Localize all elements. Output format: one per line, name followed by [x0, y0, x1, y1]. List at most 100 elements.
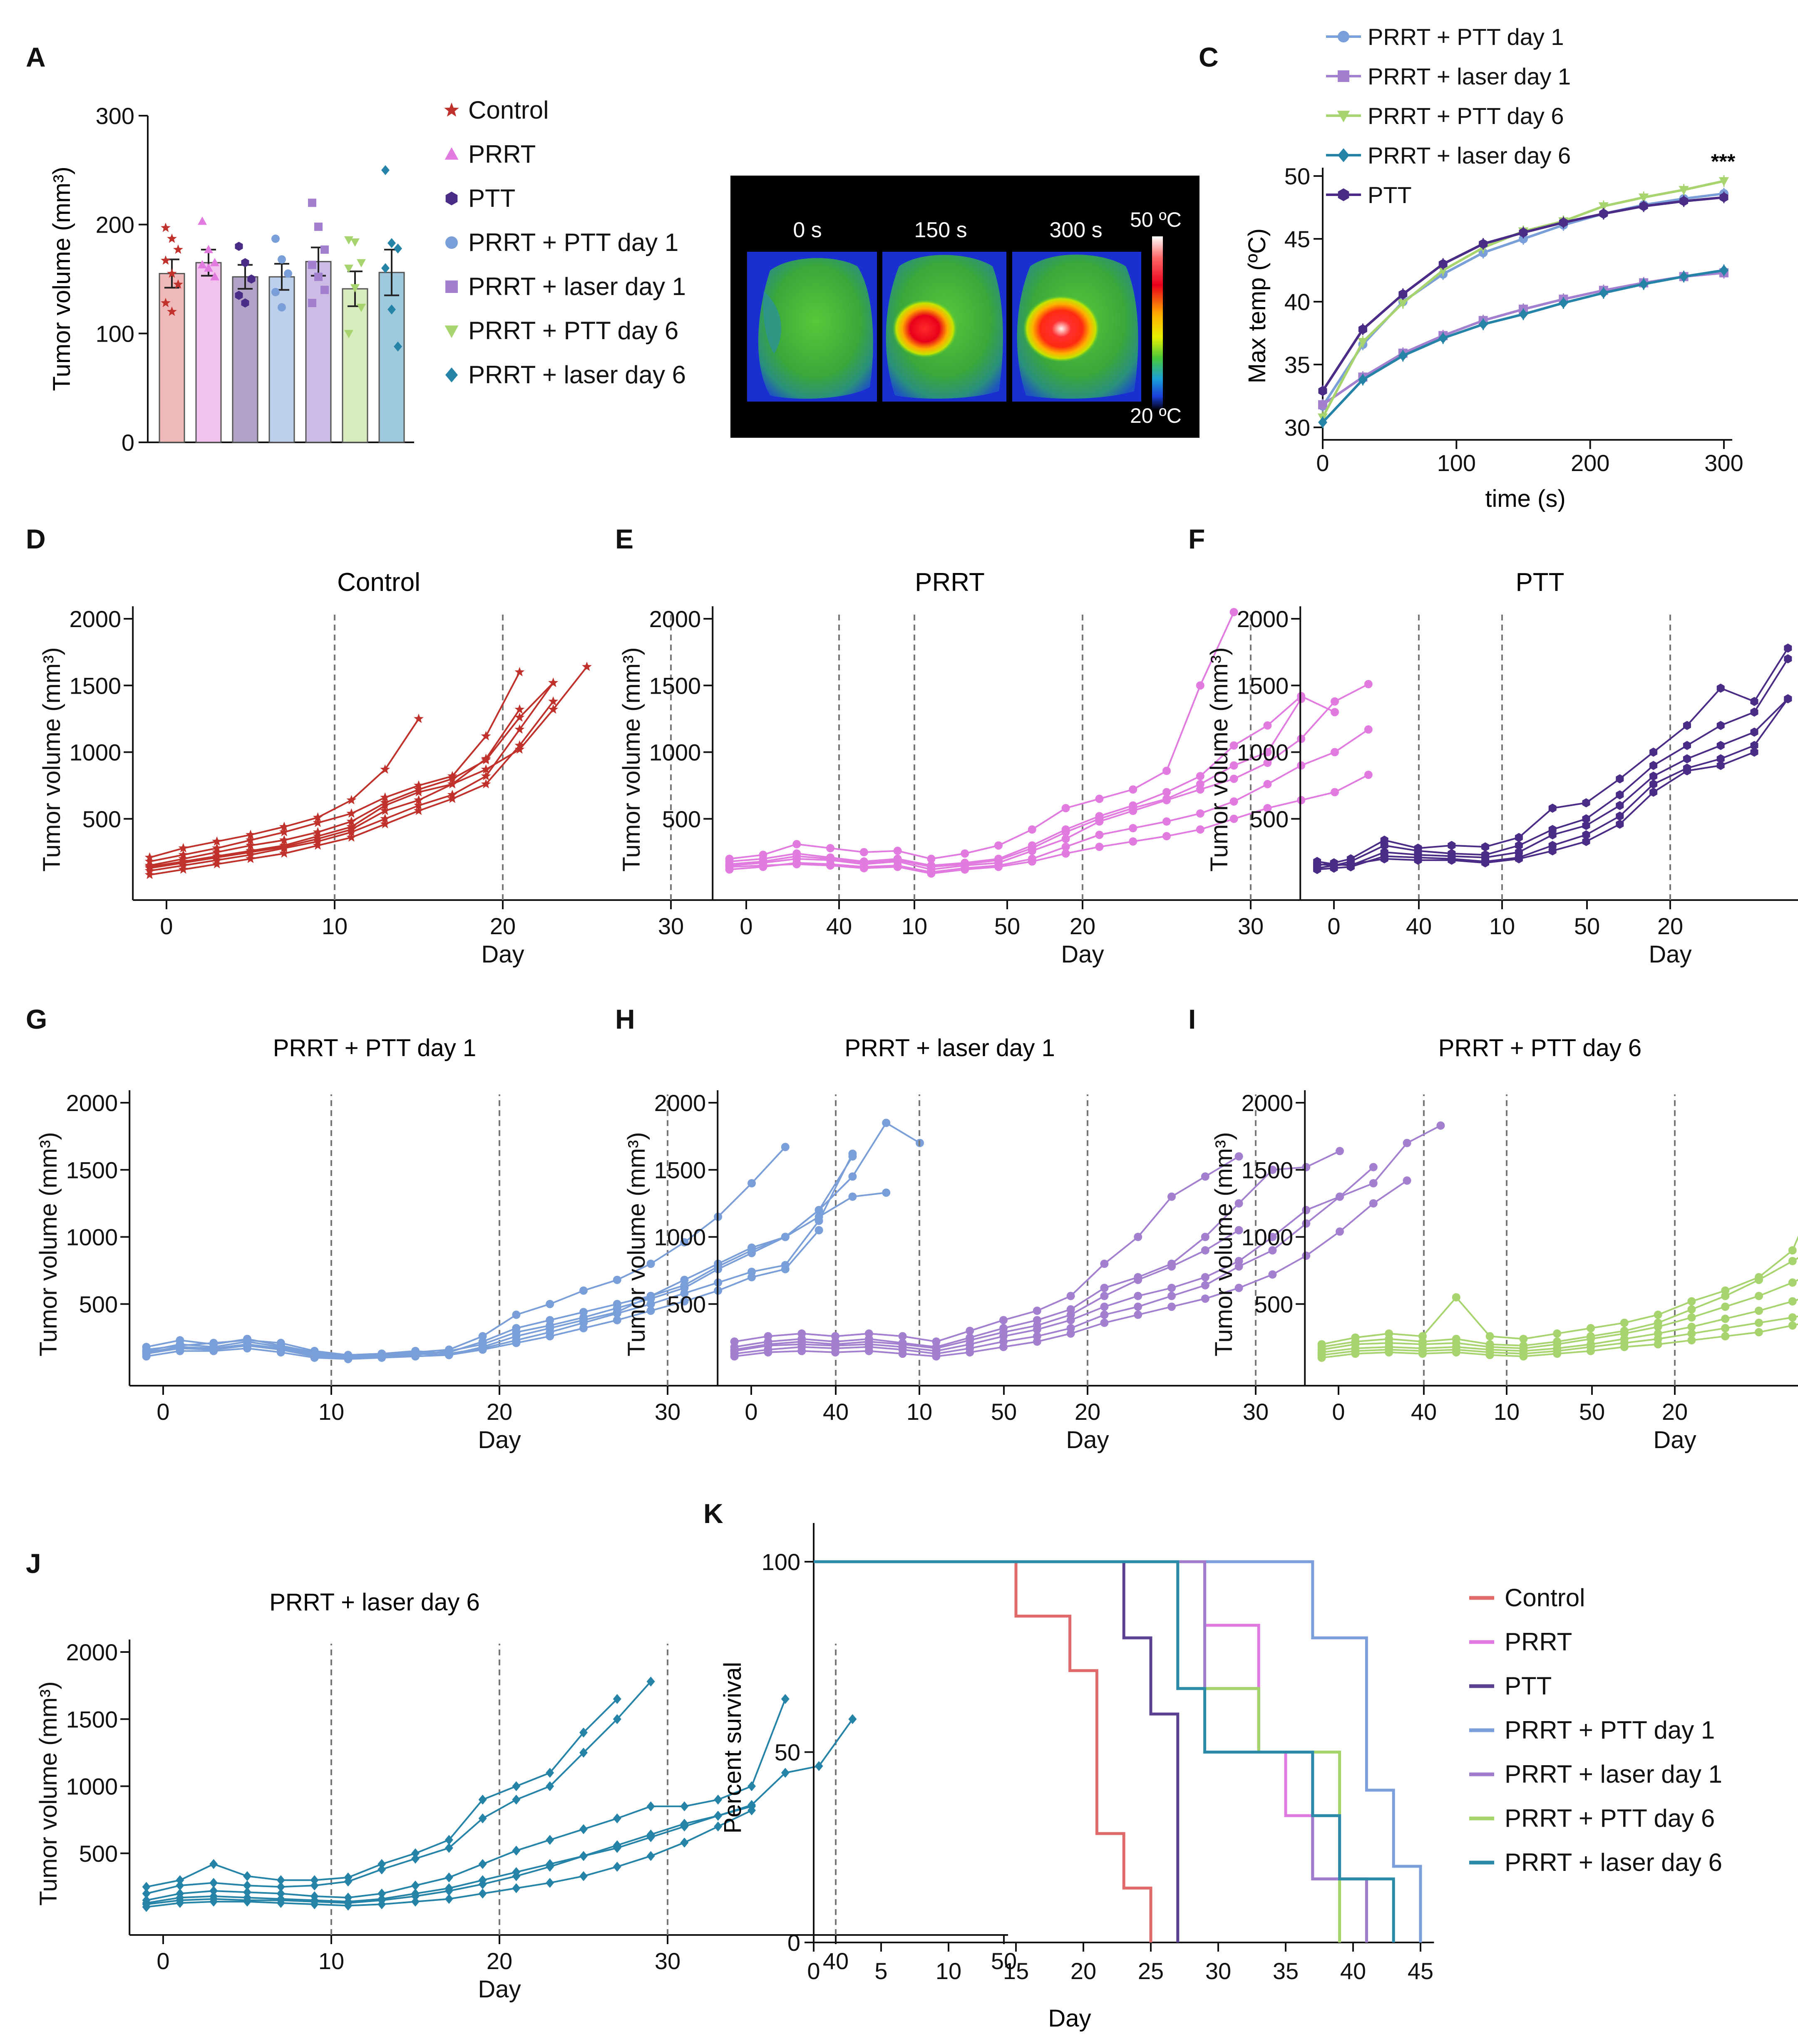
data-point: [680, 1275, 689, 1284]
growth-line: [1321, 1257, 1798, 1348]
data-point: [445, 1835, 453, 1845]
legend-item-3: PTT: [445, 184, 515, 212]
growth-line: [1317, 698, 1789, 866]
data-point: [893, 856, 902, 865]
legend-item-2: PRRT + laser day 1: [1326, 63, 1571, 89]
data-point: [514, 724, 525, 734]
legend-label: PRRT + laser day 6: [1368, 142, 1571, 169]
series-line: [1321, 269, 1724, 423]
data-point: [176, 1880, 184, 1891]
data-point: [271, 234, 280, 243]
panel-label-F: F: [1188, 523, 1205, 554]
data-point: [344, 1352, 353, 1361]
data-point: [346, 816, 357, 826]
y-axis-label: Tumor volume (mm³): [623, 1132, 650, 1356]
y-tick-label: 1000: [649, 739, 701, 766]
panel-a-points: [161, 165, 402, 352]
data-point: [411, 1853, 420, 1864]
legend-label: PTT: [468, 184, 515, 212]
series-3: [1317, 175, 1729, 423]
y-axis-label: Tumor volume (mm³): [618, 647, 645, 871]
data-point: [1351, 1349, 1360, 1358]
data-point: [380, 792, 390, 802]
data-point: [178, 864, 189, 874]
data-point: [994, 863, 1003, 871]
data-point: [826, 854, 834, 863]
data-point: [1548, 846, 1557, 856]
diamond-icon: [1338, 148, 1349, 162]
data-point: [613, 1694, 621, 1704]
data-point: [579, 1324, 588, 1332]
data-point: [1654, 1322, 1662, 1331]
data-point: [380, 814, 390, 823]
data-point: [1452, 1348, 1460, 1357]
data-point: [1649, 747, 1658, 757]
legend-label: PRRT: [468, 140, 536, 168]
data-point: [680, 1837, 689, 1848]
square-icon: [1338, 70, 1349, 82]
data-point: [1263, 721, 1272, 730]
x-tick-label: 30: [1205, 1958, 1231, 1984]
data-point: [320, 285, 329, 294]
data-point: [246, 853, 256, 863]
data-point: [161, 298, 171, 308]
data-point: [1095, 843, 1104, 851]
data-point: [1403, 1139, 1411, 1147]
mouse-line-4: [730, 1163, 1378, 1358]
data-point: [714, 1821, 723, 1832]
data-point: [1620, 1342, 1629, 1351]
panel-h-series: [730, 1121, 1445, 1361]
data-point: [1438, 332, 1448, 344]
data-point: [276, 1888, 285, 1899]
data-point: [1167, 1302, 1176, 1311]
panel-label-G: G: [26, 1004, 47, 1034]
data-point: [1229, 608, 1238, 616]
data-point: [357, 304, 366, 313]
data-point: [1268, 1233, 1277, 1241]
data-point: [512, 1781, 521, 1791]
x-tick-label: 25: [1138, 1958, 1164, 1984]
data-point: [279, 835, 289, 845]
x-tick-label: 10: [906, 1399, 932, 1425]
y-axis-label: Tumor volume (mm³): [35, 1681, 62, 1905]
y-tick-label: 0: [122, 429, 134, 456]
panel-i-axes: 0 10 20 30 40 50 500 1000 1500 2000: [1242, 1090, 1798, 1425]
x-tick-label: 50: [1574, 913, 1600, 939]
data-point: [176, 1342, 184, 1351]
legend-item-4: PRRT + PTT day 1: [445, 228, 678, 256]
x-tick-label: 10: [322, 913, 348, 939]
data-point: [714, 1794, 723, 1805]
panel-label-D: D: [26, 523, 46, 554]
data-point: [1201, 1233, 1209, 1241]
data-point: [1755, 1306, 1763, 1315]
data-point: [1548, 804, 1557, 813]
panel-label-H: H: [615, 1004, 635, 1034]
data-point: [276, 1895, 285, 1905]
y-tick-label: 50: [775, 1739, 800, 1766]
data-point: [1268, 1270, 1277, 1279]
data-point: [714, 1811, 723, 1821]
data-point: [142, 1888, 151, 1899]
data-point: [966, 1327, 974, 1335]
data-point: [1639, 278, 1649, 290]
data-point: [313, 833, 323, 843]
mouse-line-3: [725, 692, 1339, 870]
data-point: [346, 824, 357, 834]
data-point: [759, 861, 767, 870]
series-line: [1321, 180, 1724, 418]
data-point: [447, 774, 457, 783]
data-point: [1519, 1335, 1528, 1343]
panel-c-xlabel: time (s): [1485, 485, 1565, 512]
x-axis-label: Day: [478, 1976, 521, 2003]
x-tick-label: 0: [745, 1399, 757, 1425]
data-point: [1485, 1351, 1494, 1359]
data-point: [546, 1835, 554, 1845]
data-point: [387, 304, 396, 315]
legend-item-7: PRRT + laser day 6: [1469, 1848, 1722, 1876]
x-tick-label: 40: [823, 1399, 849, 1425]
data-point: [1599, 208, 1608, 219]
data-point: [246, 840, 256, 850]
bar-2: [195, 262, 222, 443]
data-point: [381, 263, 390, 273]
